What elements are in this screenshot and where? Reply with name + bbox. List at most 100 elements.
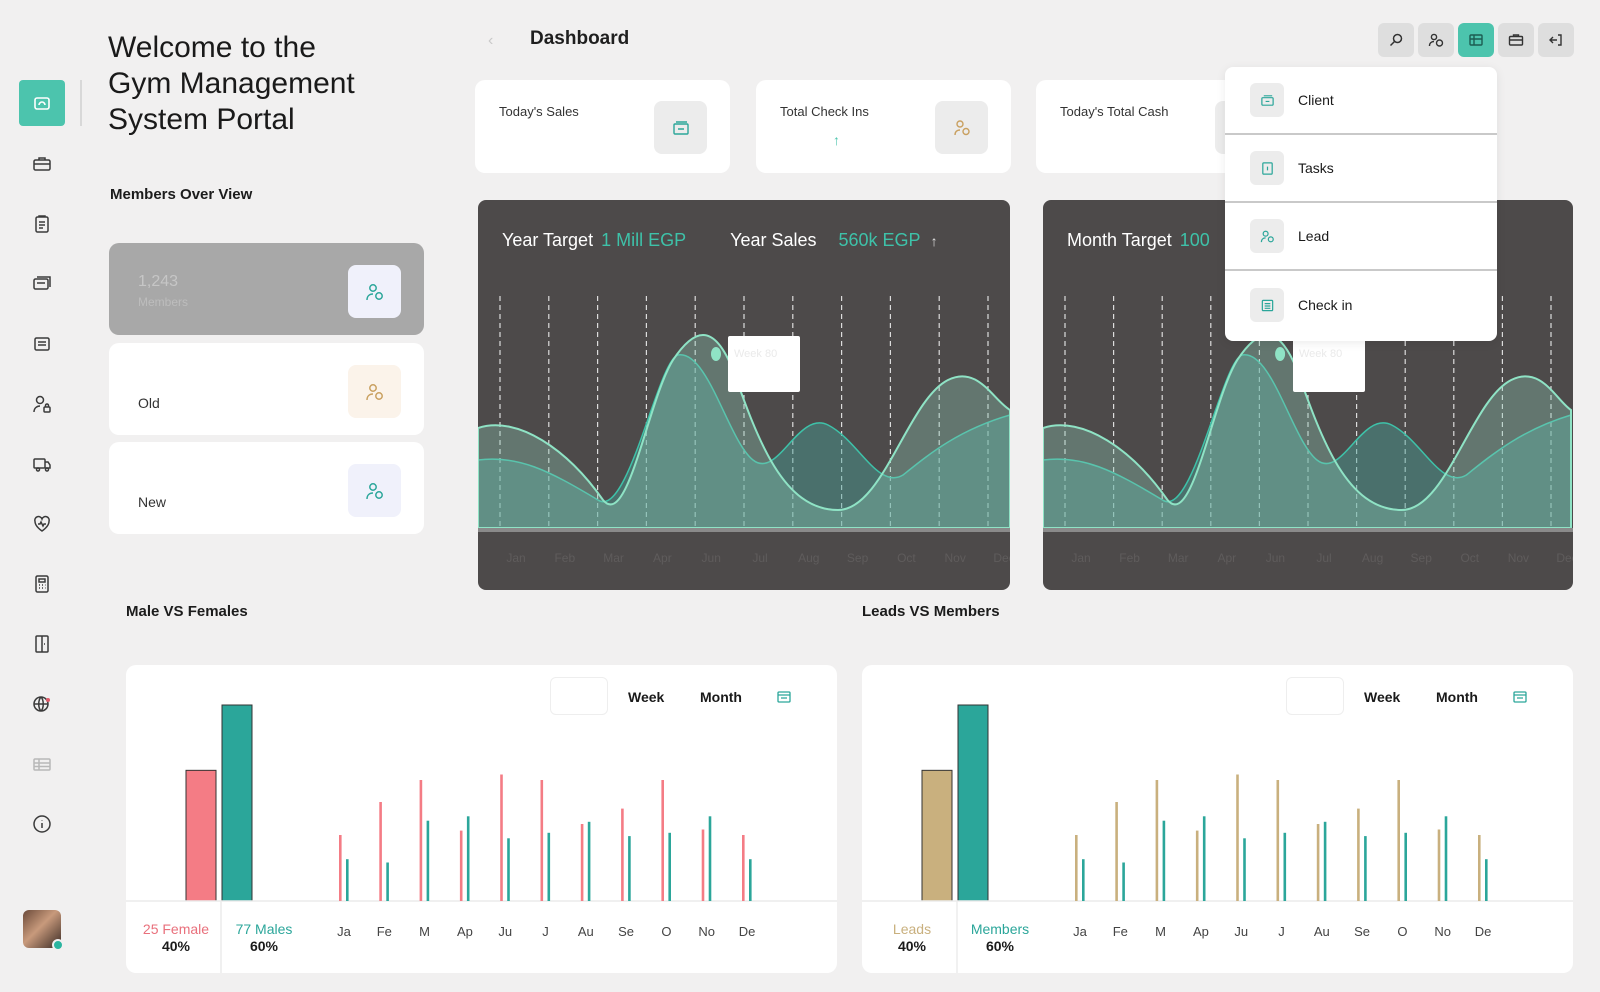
month-target-label: Month Target <box>1067 230 1172 250</box>
month-tick-label: Nov <box>945 551 966 565</box>
bar-month-label: Au <box>578 924 594 939</box>
month-bar-b <box>749 859 752 901</box>
month-bar-a <box>742 835 745 901</box>
month-tick-label: Mar <box>1168 551 1189 565</box>
users-icon <box>1428 33 1444 47</box>
welcome-heading: Welcome to the Gym Management System Por… <box>108 30 408 138</box>
briefcase-button[interactable] <box>1498 23 1534 57</box>
month-bar-a <box>459 830 463 901</box>
month-bar-a <box>580 824 584 901</box>
total-members-card[interactable]: 1,243 Members <box>109 243 424 335</box>
month-target-value: 100 <box>1179 230 1210 250</box>
avatar[interactable] <box>23 910 64 951</box>
year-tooltip-text: Week 80 <box>734 348 778 360</box>
bar-month-label: Fe <box>1113 924 1128 939</box>
calendar-icon[interactable] <box>1512 689 1528 705</box>
sidebar-item-briefcase[interactable] <box>22 144 62 184</box>
week-option[interactable]: Week <box>628 689 665 705</box>
bar-month-label: De <box>739 924 756 939</box>
month-option[interactable]: Month <box>1436 689 1478 705</box>
quick-add-dropdown: Client Tasks Lead Check in <box>1225 67 1497 341</box>
back-chevron-icon[interactable]: ‹ <box>488 32 494 49</box>
month-bar-a <box>339 835 342 901</box>
male-label: 77 Males <box>235 921 293 937</box>
page-title: Dashboard <box>530 28 630 49</box>
bar-month-label: O <box>1397 924 1407 939</box>
sidebar-item-user-lock[interactable] <box>22 384 62 424</box>
sidebar-item-door[interactable] <box>22 624 62 664</box>
users-button[interactable] <box>1418 23 1454 57</box>
bar-month-label: No <box>1434 924 1451 939</box>
logout-button[interactable] <box>1538 23 1574 57</box>
members-count: 1,243 <box>138 273 179 290</box>
female-legend: 25 Female 40% <box>136 921 216 955</box>
month-bar-a <box>701 829 705 901</box>
month-bar-a <box>621 808 624 901</box>
old-members-icon-wrap <box>348 365 401 418</box>
search-button[interactable] <box>1378 23 1414 57</box>
year-chart-plot: Jan Feb Mar Apr Jun Jul Aug Sep Oct Nov Dec <box>478 296 1010 565</box>
month-bar-b <box>346 859 349 901</box>
sidebar-item-info[interactable] <box>22 804 62 844</box>
year-sales-up-icon: ↑ <box>930 233 938 249</box>
sidebar-item-invoice[interactable] <box>22 324 62 364</box>
leads-vs-members-bars: Ja Fe M Ap Ju J Au Se O No De <box>862 704 1573 973</box>
bar-month-label: Fe <box>377 924 392 939</box>
new-members-icon-wrap <box>348 464 401 517</box>
calculator-button[interactable] <box>1458 23 1494 57</box>
highlight-point <box>711 347 721 361</box>
sidebar-item-grid[interactable] <box>22 744 62 784</box>
sidebar-item-clipboard[interactable] <box>22 204 62 244</box>
calendar-icon[interactable] <box>776 689 792 705</box>
members-icon-wrap <box>348 265 401 318</box>
client-icon <box>1260 94 1274 106</box>
month-tick-label: Apr <box>1217 551 1236 565</box>
sidebar-item-globe[interactable] <box>22 684 62 724</box>
month-tick-label: Aug <box>798 551 819 565</box>
checkin-icon-wrap <box>935 101 988 154</box>
period-toggle[interactable] <box>550 677 608 715</box>
invoice-icon <box>34 337 50 351</box>
stat-label: Today's Sales <box>499 104 579 119</box>
sidebar-item-cards[interactable] <box>22 264 62 304</box>
sidebar-item-dashboard[interactable] <box>19 80 65 126</box>
month-tick-label: Feb <box>554 551 575 565</box>
month-bar-b <box>1323 821 1327 901</box>
period-toggle[interactable] <box>1286 677 1344 715</box>
total-check-ins-card[interactable]: Total Check Ins ↑ <box>756 80 1011 173</box>
truck-icon <box>33 458 51 472</box>
bar-month-label: Ap <box>1193 924 1209 939</box>
sidebar <box>0 0 84 992</box>
year-chart-tooltip: Week 80 <box>728 336 800 392</box>
new-members-icon <box>365 482 383 499</box>
briefcase-icon <box>1508 34 1524 46</box>
bar-month-label: Ja <box>1073 924 1088 939</box>
dropdown-item-tasks[interactable]: Tasks <box>1225 135 1497 203</box>
week-option[interactable]: Week <box>1364 689 1401 705</box>
baseline <box>1043 528 1573 532</box>
year-chart-header: Year Target 1 Mill EGP Year Sales 560k EGP ↑ <box>502 230 938 251</box>
members-count-label: Members <box>138 295 189 309</box>
month-bar-a <box>419 780 423 901</box>
todays-sales-card[interactable]: Today's Sales <box>475 80 730 173</box>
sidebar-item-heart[interactable] <box>22 504 62 544</box>
sidebar-item-calculator[interactable] <box>22 564 62 604</box>
month-bar-a <box>1236 774 1239 901</box>
month-tick-label: Feb <box>1119 551 1140 565</box>
month-tick-label: Nov <box>1508 551 1529 565</box>
stat-label: Total Check Ins <box>780 104 869 119</box>
dropdown-item-client[interactable]: Client <box>1225 67 1497 135</box>
month-option[interactable]: Month <box>700 689 742 705</box>
old-members-card[interactable]: Old <box>109 343 424 435</box>
sidebar-item-truck[interactable] <box>22 444 62 484</box>
new-members-card[interactable]: New <box>109 442 424 534</box>
dropdown-item-lead[interactable]: Lead <box>1225 203 1497 271</box>
month-bar-a <box>1316 824 1320 901</box>
dropdown-label: Client <box>1298 92 1334 108</box>
month-bar-b <box>1082 859 1085 901</box>
dropdown-item-check-in[interactable]: Check in <box>1225 271 1497 339</box>
month-bar-a <box>1155 780 1159 901</box>
tasks-icon-wrap <box>1250 151 1284 185</box>
members-overview-title: Members Over View <box>110 186 253 203</box>
month-bar-a <box>1115 802 1118 901</box>
